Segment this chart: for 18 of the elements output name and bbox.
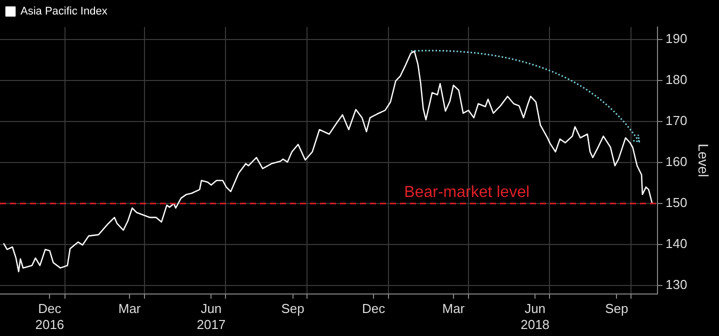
y-tick-label: 140 <box>666 236 688 252</box>
x-tick-label: Sep <box>281 301 304 316</box>
x-tick-label: Mar <box>118 301 142 316</box>
x-tick-label: Jun 2018 <box>520 301 550 332</box>
x-tick-label: Dec 2016 <box>35 301 64 332</box>
y-tick-label: 180 <box>666 72 688 87</box>
y-tick-label: 190 <box>666 30 688 46</box>
y-tick-label: 150 <box>666 195 688 210</box>
legend-label: Asia Pacific Index <box>20 6 108 18</box>
y-axis-title: Level <box>696 144 712 178</box>
y-tick-label: 130 <box>666 277 688 292</box>
x-tick-label: Sep <box>605 301 628 316</box>
y-tick-label: 160 <box>666 154 688 170</box>
x-tick-label: Dec <box>362 301 386 316</box>
x-tick-label: Mar <box>442 301 466 316</box>
x-tick-label: Jun 2017 <box>196 301 226 332</box>
ref-line-label: Bear-market level <box>404 184 530 201</box>
y-tick-label: 170 <box>666 112 688 128</box>
